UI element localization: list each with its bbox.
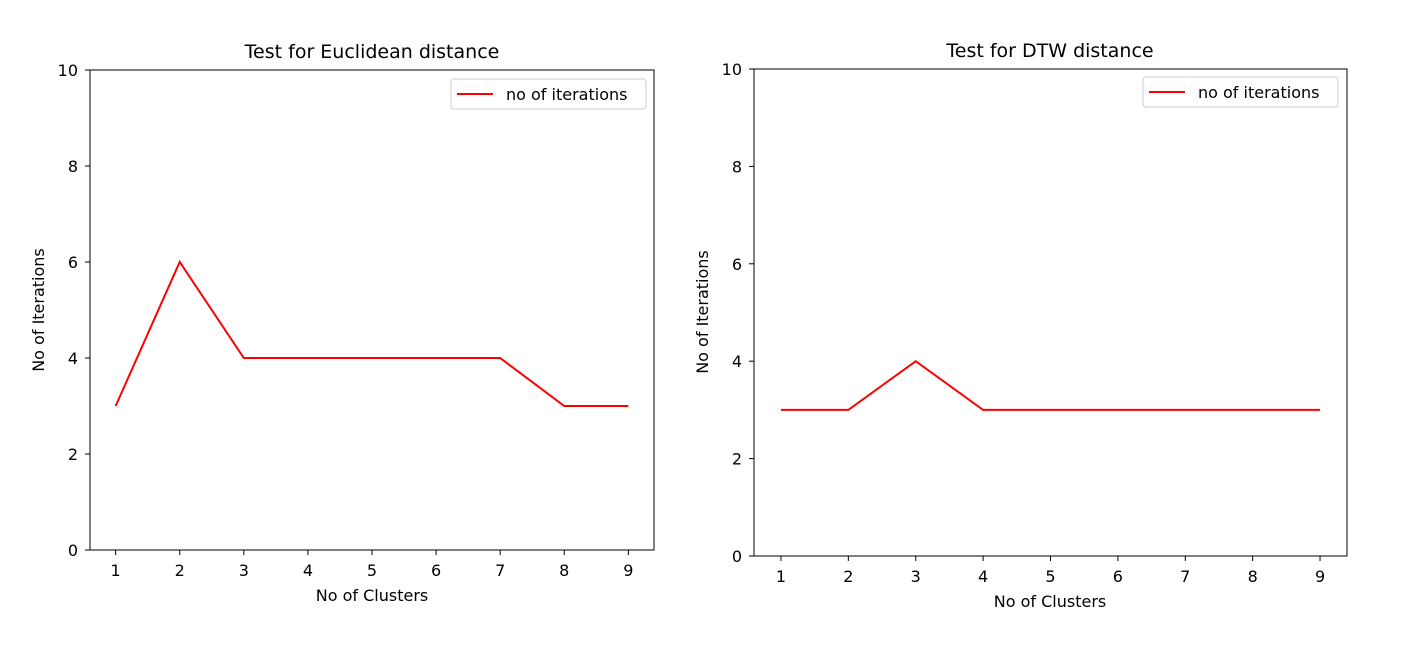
legend-box — [450, 78, 647, 110]
x-tick-label: 8 — [1248, 567, 1258, 586]
series-group — [780, 359, 1321, 411]
ticks-group: 1 2 3 4 5 6 7 8 9 0 2 4 6 8 10 — [722, 60, 1325, 586]
x-tick-label: 6 — [1113, 567, 1123, 586]
y-axis-label: No of Iterations — [693, 250, 712, 374]
plot-frame — [89, 69, 655, 551]
y-tick-label: 10 — [722, 60, 742, 79]
y-axis-label: No of Iterations — [29, 248, 48, 372]
x-tick-label: 4 — [978, 567, 988, 586]
x-tick-label: 1 — [776, 567, 786, 586]
chart-dtw: Test for DTW distance No of Clusters No … — [693, 40, 1348, 611]
series-line — [780, 359, 1321, 411]
x-axis-label: No of Clusters — [994, 592, 1106, 611]
y-tick-label: 0 — [68, 541, 78, 560]
series-line — [114, 259, 629, 407]
y-tick-label: 4 — [732, 352, 742, 371]
y-tick-label: 8 — [732, 157, 742, 176]
y-tick-label: 2 — [732, 450, 742, 469]
y-tick-label: 4 — [68, 349, 78, 368]
y-tick-label: 8 — [68, 157, 78, 176]
legend: no of iterations — [450, 78, 647, 110]
chart-euclidean: Test for Euclidean distance No of Cluste… — [29, 41, 655, 605]
y-tick-label: 10 — [58, 61, 78, 80]
x-tick-label: 5 — [367, 561, 377, 580]
x-tick-label: 6 — [431, 561, 441, 580]
x-tick-label: 9 — [623, 561, 633, 580]
y-tick-label: 6 — [732, 255, 742, 274]
y-tick-label: 6 — [68, 253, 78, 272]
x-tick-label: 5 — [1045, 567, 1055, 586]
legend-label: no of iterations — [506, 85, 627, 104]
x-axis-label: No of Clusters — [316, 586, 428, 605]
ticks-group: 1 2 3 4 5 6 7 8 9 0 2 4 6 8 10 — [58, 61, 634, 580]
x-tick-label: 2 — [175, 561, 185, 580]
chart-title: Test for DTW distance — [945, 40, 1153, 62]
y-tick-label: 2 — [68, 445, 78, 464]
chart-title: Test for Euclidean distance — [244, 41, 500, 63]
legend: no of iterations — [1142, 76, 1339, 108]
x-tick-label: 8 — [559, 561, 569, 580]
legend-box — [1142, 76, 1339, 108]
x-tick-label: 4 — [303, 561, 313, 580]
x-tick-label: 2 — [843, 567, 853, 586]
x-tick-label: 7 — [495, 561, 505, 580]
x-tick-label: 3 — [911, 567, 921, 586]
y-tick-label: 0 — [732, 547, 742, 566]
x-tick-label: 9 — [1315, 567, 1325, 586]
x-tick-label: 1 — [111, 561, 121, 580]
x-tick-label: 7 — [1180, 567, 1190, 586]
x-tick-label: 3 — [239, 561, 249, 580]
series-group — [114, 259, 629, 407]
legend-label: no of iterations — [1198, 83, 1319, 102]
plot-frame — [753, 68, 1348, 557]
